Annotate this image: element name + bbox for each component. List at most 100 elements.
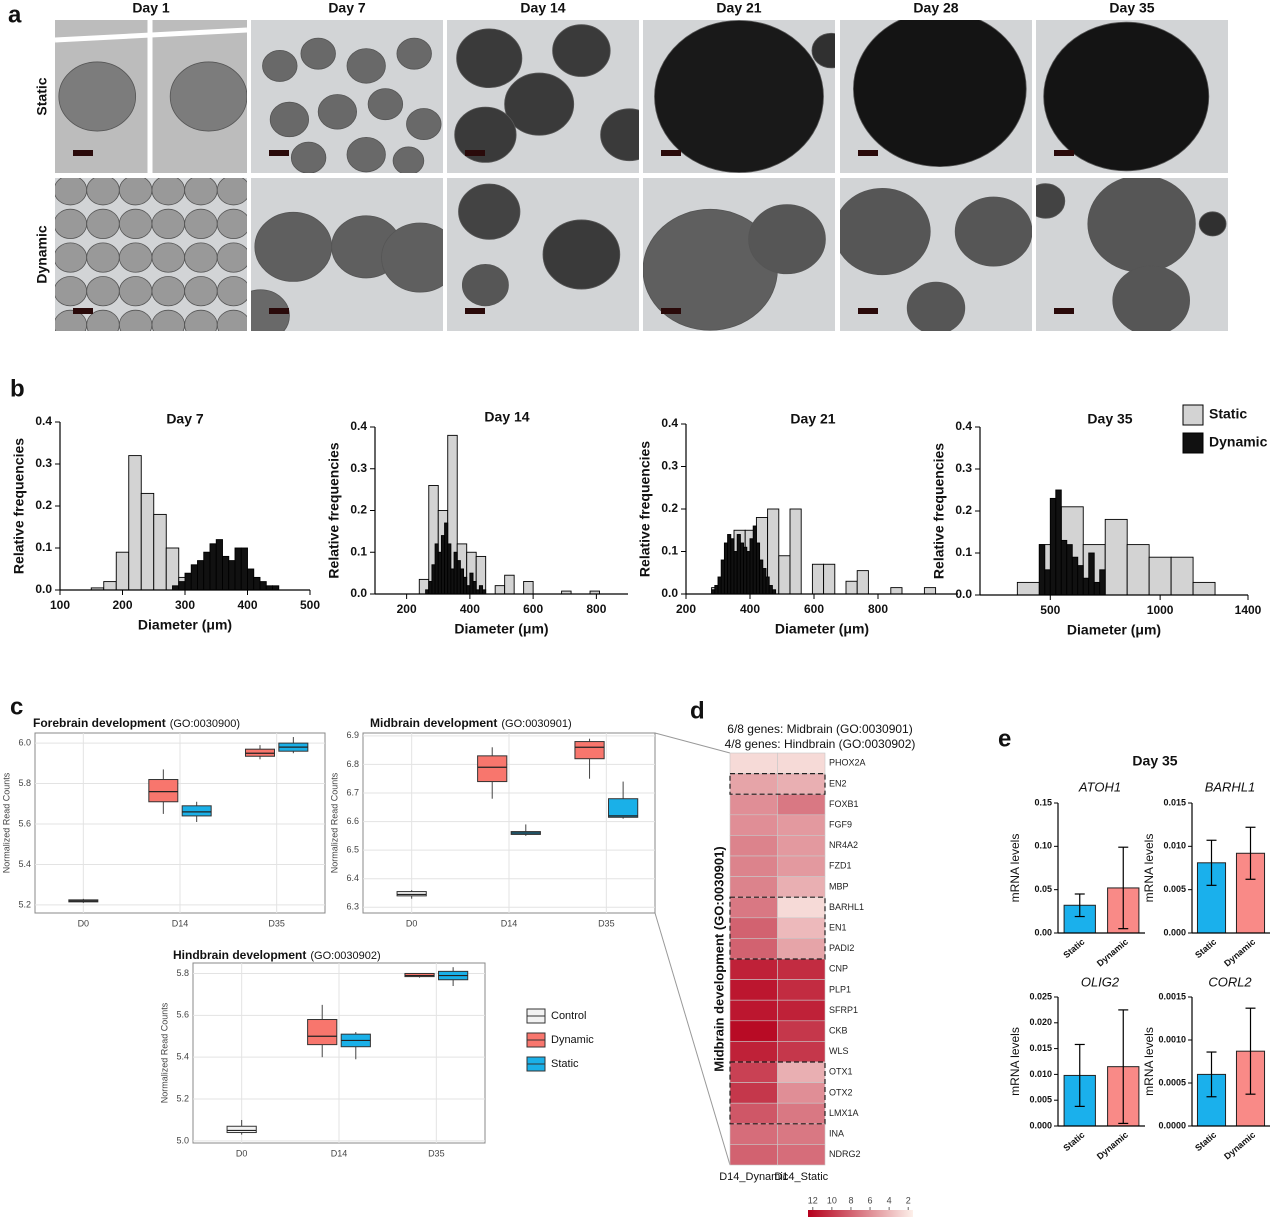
x-tick-label: D35 [268,918,285,928]
histogram-bar [1044,569,1051,596]
legend-label: Static [551,1058,579,1070]
y-tick-label: 0.4 [661,416,678,430]
x-tick-label: D0 [236,1148,248,1158]
chart-title: Hindbrain development (GO:0030902) [173,948,381,962]
x-tick-label: Dynamic [1222,1130,1257,1162]
column-header: Day 21 [716,0,761,16]
x-tick-label: 1400 [1235,603,1262,617]
histogram-bar [469,572,474,595]
x-tick-label: Static [1061,1130,1086,1153]
organoid [458,183,521,240]
gene-group [729,772,826,795]
histogram-bar [425,589,430,595]
heatmap-cell [777,773,826,795]
histogram-bar [1055,489,1062,596]
organoid [151,208,185,239]
histogram-bar [1077,565,1084,596]
chart-title: ATOH1 [1078,779,1121,794]
y-axis-label: Midbrain development (GO:0030901) [711,846,726,1071]
histogram-bar [482,589,487,595]
row-label: OTX2 [829,1087,853,1097]
organoid [406,108,442,140]
y-axis-label: Relative frequencies [931,443,947,579]
organoid [151,276,185,307]
y-tick-label: 5.0 [176,1135,189,1145]
histogram-bar [140,492,155,591]
histogram-bar [444,522,449,595]
chart-title: 4/8 genes: Hindbrain (GO:0030902) [725,737,916,751]
row-label: EN2 [829,778,847,788]
box [574,741,605,760]
heatmap-cell [729,999,778,1022]
organoid [346,48,386,84]
x-tick-label: Static [1061,937,1086,960]
heatmap-cell [729,1144,778,1166]
x-tick-label: 1000 [1147,603,1174,617]
organoid [954,196,1032,267]
y-tick-label: 0.000 [1163,927,1186,937]
heatmap-cell [729,1041,778,1063]
heatmap-cell [777,1123,826,1145]
organoid [118,208,153,239]
scale-bar [661,308,681,314]
column-header: Day 1 [132,0,170,16]
histogram-bar [1148,556,1172,596]
y-tick-label: 0.010 [1029,1069,1052,1079]
y-tick-label: 0.0005 [1158,1077,1186,1087]
y-tick-label: 0.05 [1034,884,1052,894]
x-tick-label: 500 [300,598,320,612]
organoid [504,72,575,136]
x-tick-label: 200 [397,602,417,616]
histogram-bar [727,534,732,595]
histogram-bar [463,576,468,595]
organoid [317,94,357,130]
x-tick-label: Static [1193,1130,1218,1153]
y-tick-label: 0.0000 [1158,1120,1186,1130]
histogram-bar [453,551,458,595]
micrograph [840,20,1032,173]
y-tick-label: 0.10 [1034,841,1052,851]
legend-swatch [1182,404,1204,426]
histogram-bar [431,564,436,595]
organoid [151,178,185,206]
chart-title-id: (GO:0030901) [501,718,571,730]
histogram-bar [743,546,748,595]
histogram-bar [165,547,180,591]
histogram-bar [440,535,446,595]
heatmap-cell [777,999,826,1022]
histogram-bar [923,587,937,595]
histogram-bar [890,587,903,595]
organoid [86,242,120,273]
y-tick-label: 0.010 [1163,841,1186,851]
y-axis-label: Normalized Read Counts [329,772,339,873]
legend-label: Static [1209,406,1247,422]
x-tick-label: Dynamic [1095,937,1130,969]
heatmap-cell [729,855,778,877]
organoid [184,178,218,206]
y-axis-label: Relative frequencies [11,438,27,574]
y-tick-label: 6.4 [346,873,359,883]
histogram-bar [723,542,729,595]
histogram-bar [823,563,836,595]
panel-label: e [998,725,1011,752]
x-tick-label: 600 [804,602,824,616]
heatmap-cell [729,917,778,939]
organoid [1043,21,1210,172]
row-label: MBP [829,881,849,891]
x-tick-label: D14 [172,918,189,928]
organoid [55,276,88,307]
scale-bar [1054,150,1074,156]
y-tick-label: 0.025 [1029,991,1052,1001]
y-tick-label: 0.020 [1029,1017,1052,1027]
colorbar-label: 10 [827,1195,837,1205]
histogram-bar [1192,581,1216,596]
y-tick-label: 0.0 [350,586,367,600]
x-axis-label: Diameter (μm) [775,621,869,637]
y-axis-label: mRNA levels [1142,834,1156,903]
organoid [151,309,185,331]
chart-title-id: (GO:0030900) [170,718,240,730]
organoid [55,309,88,331]
panel-label: b [10,375,25,402]
row-label: OTX1 [829,1067,853,1077]
organoid [461,263,509,307]
